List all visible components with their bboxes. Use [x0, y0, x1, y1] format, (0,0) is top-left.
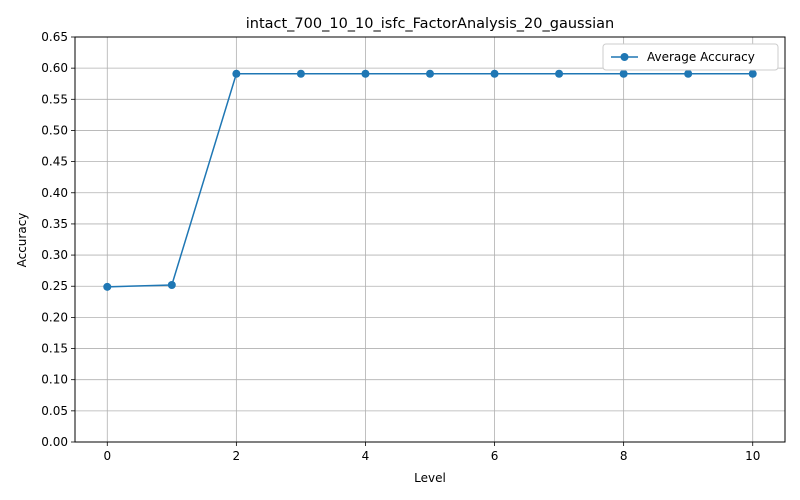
y-tick-label: 0.45	[41, 155, 68, 169]
y-tick-label: 0.20	[41, 310, 68, 324]
data-point	[490, 69, 499, 78]
x-tick-label: 0	[103, 449, 111, 463]
axes: 0.00 0.05 0.10 0.15 0.20 0.25 0.30 0.35 0.40 0.45…	[41, 30, 760, 463]
data-point	[361, 69, 370, 78]
data-point	[748, 69, 757, 78]
y-tick-label: 0.50	[41, 123, 68, 137]
x-axis-label: Level	[414, 471, 446, 485]
x-tick-label: 4	[362, 449, 370, 463]
legend: Average Accuracy	[602, 43, 779, 71]
y-axis-label: Accuracy	[15, 213, 29, 268]
y-tick-label: 0.15	[41, 342, 68, 356]
y-tick-label: 0.65	[41, 30, 68, 44]
data-point	[555, 69, 564, 78]
y-tick-label: 0.25	[41, 279, 68, 293]
y-tick-label: 0.35	[41, 217, 68, 231]
y-tick-label: 0.10	[41, 373, 68, 387]
data-point	[167, 280, 176, 289]
x-tick-label: 10	[745, 449, 760, 463]
data-point	[684, 69, 693, 78]
data-point	[296, 69, 305, 78]
legend-marker-swatch	[620, 53, 629, 61]
chart-title: intact_700_10_10_isfc_FactorAnalysis_20_…	[246, 16, 615, 32]
y-tick-label: 0.60	[41, 61, 68, 75]
x-tick-label: 8	[620, 449, 628, 463]
legend-label: Average Accuracy	[647, 50, 755, 64]
y-tick-label: 0.30	[41, 248, 68, 262]
y-tick-label: 0.05	[41, 404, 68, 418]
plot-frame	[74, 36, 786, 443]
data-point	[619, 69, 628, 78]
legend-frame	[602, 43, 779, 71]
series-layer	[103, 69, 757, 291]
data-point	[103, 282, 112, 291]
x-tick-label: 6	[491, 449, 499, 463]
data-point	[232, 69, 241, 78]
y-tick-label: 0.40	[41, 186, 68, 200]
x-tick-label: 2	[233, 449, 241, 463]
y-tick-label: 0.55	[41, 92, 68, 106]
y-tick-label: 0.00	[41, 435, 68, 449]
data-point	[426, 69, 434, 78]
